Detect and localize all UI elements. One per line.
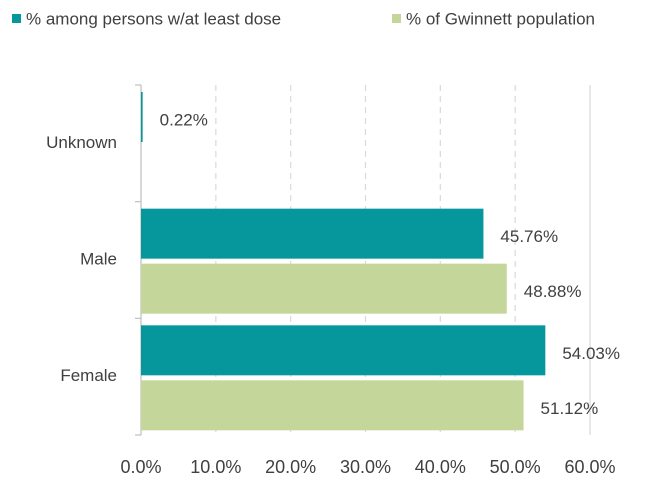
legend-swatch: [392, 14, 401, 23]
x-tick-label: 20.0%: [265, 457, 316, 477]
bar: [141, 263, 507, 314]
y-tick-label: Unknown: [46, 133, 117, 152]
bar: [141, 380, 524, 431]
value-label: 54.03%: [562, 344, 620, 363]
bar: [141, 325, 546, 376]
bar: [141, 208, 484, 259]
value-label: 51.12%: [541, 399, 599, 418]
x-tick-label: 0.0%: [120, 457, 161, 477]
legend-swatch: [12, 14, 21, 23]
legend-label: % of Gwinnett population: [406, 9, 595, 28]
x-tick-label: 30.0%: [340, 457, 391, 477]
y-tick-label: Male: [80, 249, 117, 268]
legend-label: % among persons w/at least dose: [26, 9, 281, 28]
x-tick-label: 50.0%: [490, 457, 541, 477]
x-tick-label: 40.0%: [415, 457, 466, 477]
bar: [141, 92, 143, 142]
x-tick-label: 10.0%: [190, 457, 241, 477]
x-tick-label: 60.0%: [564, 457, 615, 477]
y-tick-label: Female: [60, 366, 117, 385]
value-label: 0.22%: [160, 110, 208, 129]
value-label: 48.88%: [524, 282, 582, 301]
value-label: 45.76%: [500, 227, 558, 246]
